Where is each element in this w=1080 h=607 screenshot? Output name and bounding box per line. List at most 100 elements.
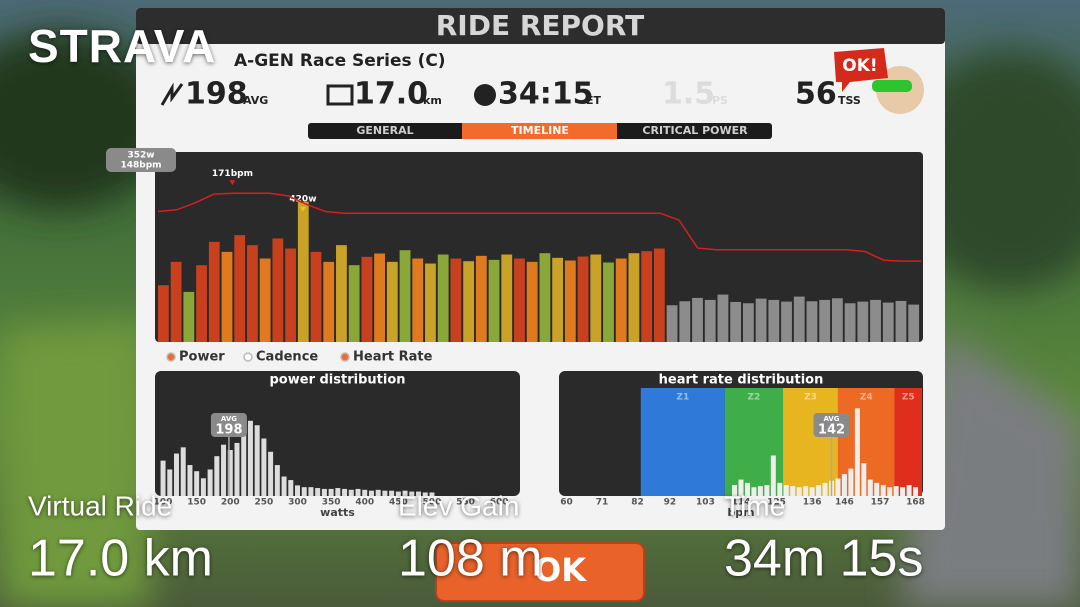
x-tick-label: 500 xyxy=(423,498,442,508)
power-bar xyxy=(425,263,436,342)
power-bar xyxy=(501,254,513,342)
power-bar xyxy=(615,258,627,342)
dist-bar xyxy=(207,469,213,496)
dist-bar xyxy=(254,425,260,496)
power-bar xyxy=(488,259,500,342)
report-title: RIDE REPORT xyxy=(436,9,645,42)
zone-label: Z2 xyxy=(748,393,761,403)
hover-tag xyxy=(106,148,176,172)
zone-label: Z4 xyxy=(860,393,873,403)
dist-bar xyxy=(757,486,763,496)
chart-title: power distribution xyxy=(270,373,406,388)
power-bar xyxy=(755,298,767,342)
stat-value: 1.5 xyxy=(662,77,715,112)
dist-bar xyxy=(382,490,388,496)
dist-bar xyxy=(194,471,200,496)
x-axis-label: watts xyxy=(320,506,355,519)
badge-bubble xyxy=(834,48,888,92)
zone-label: Z3 xyxy=(804,393,817,403)
dist-bar xyxy=(777,482,783,496)
power-bar xyxy=(730,301,742,342)
dist-bar xyxy=(796,487,802,496)
peak-label: 171bpm xyxy=(212,169,253,179)
dist-bar xyxy=(389,490,395,496)
power-bar xyxy=(641,251,653,342)
dist-bar xyxy=(221,444,227,496)
dist-bar xyxy=(295,485,301,496)
power-bar xyxy=(717,294,729,342)
tab[interactable]: CRITICAL POWER xyxy=(642,124,748,137)
dist-bar xyxy=(880,485,886,496)
power-bar xyxy=(272,238,284,342)
power-bar xyxy=(577,256,589,342)
dist-bar xyxy=(402,490,408,496)
dist-bar xyxy=(247,420,253,496)
dist-bar xyxy=(816,485,822,496)
legend-label: Cadence xyxy=(256,350,318,365)
dist-bar xyxy=(321,488,327,496)
power-bar xyxy=(692,297,703,342)
power-bar xyxy=(475,255,487,342)
x-tick-label: 600 xyxy=(490,498,509,508)
ok-button-label[interactable]: OK xyxy=(534,551,587,589)
dist-bar xyxy=(301,487,307,496)
power-bar xyxy=(806,301,818,342)
power-bar xyxy=(514,258,525,342)
power-bar xyxy=(399,250,411,342)
stat-unit: ET xyxy=(586,94,602,107)
time-icon xyxy=(474,84,496,106)
power-bar xyxy=(819,299,831,342)
peak-label: 420w xyxy=(289,194,316,204)
dist-bar xyxy=(375,489,381,496)
dist-bar xyxy=(200,478,206,496)
legend-label: Power xyxy=(179,350,225,365)
power-bar xyxy=(158,285,169,342)
x-tick-label: 100 xyxy=(154,498,173,508)
stat-unit: PS xyxy=(712,94,728,107)
x-axis-label: bpm xyxy=(727,506,754,519)
dist-bar xyxy=(783,485,789,496)
tab[interactable]: GENERAL xyxy=(356,124,413,137)
brand-logo: STRAVA xyxy=(28,20,216,72)
power-bar xyxy=(870,299,881,342)
dist-bar xyxy=(348,489,354,496)
stat-value: 34:15 xyxy=(498,77,594,112)
avatar-glasses xyxy=(872,80,912,92)
dist-bar xyxy=(770,455,776,496)
stat-unit: AVG xyxy=(243,94,268,107)
dist-bar xyxy=(362,489,368,496)
power-bar xyxy=(666,305,678,342)
dist-bar xyxy=(268,451,274,496)
dist-bar xyxy=(241,429,247,496)
timeline-chart: 420w 171bpm xyxy=(157,169,921,342)
footer-value: 108 m xyxy=(398,530,543,588)
stat-value: 198 xyxy=(185,77,248,112)
power-bar xyxy=(781,301,792,342)
dist-bar xyxy=(409,491,415,496)
power-bar xyxy=(208,241,220,342)
power-bar xyxy=(297,201,309,342)
power-bar xyxy=(412,258,424,342)
x-tick-label: 400 xyxy=(355,498,374,508)
active-tab xyxy=(462,123,617,139)
dist-bar xyxy=(234,442,240,496)
x-tick-label: 157 xyxy=(871,498,890,508)
power-bar xyxy=(844,303,856,342)
ok-button[interactable] xyxy=(435,542,645,602)
dist-bar xyxy=(893,486,899,496)
dist-bar xyxy=(887,487,893,496)
zone-label: Z1 xyxy=(676,393,689,403)
x-tick-label: 125 xyxy=(767,498,786,508)
x-tick-label: 71 xyxy=(596,498,609,508)
dist-bar xyxy=(328,488,334,496)
badge-text: OK! xyxy=(842,56,877,76)
power-bar xyxy=(679,301,691,342)
power-bar xyxy=(336,245,347,342)
dist-bar xyxy=(738,479,744,496)
x-tick-label: 300 xyxy=(288,498,307,508)
dist-bar xyxy=(751,487,757,496)
power-bar xyxy=(234,235,246,342)
x-tick-label: 550 xyxy=(456,498,475,508)
power-bar xyxy=(552,257,564,342)
tab[interactable]: TIMELINE xyxy=(511,124,569,137)
